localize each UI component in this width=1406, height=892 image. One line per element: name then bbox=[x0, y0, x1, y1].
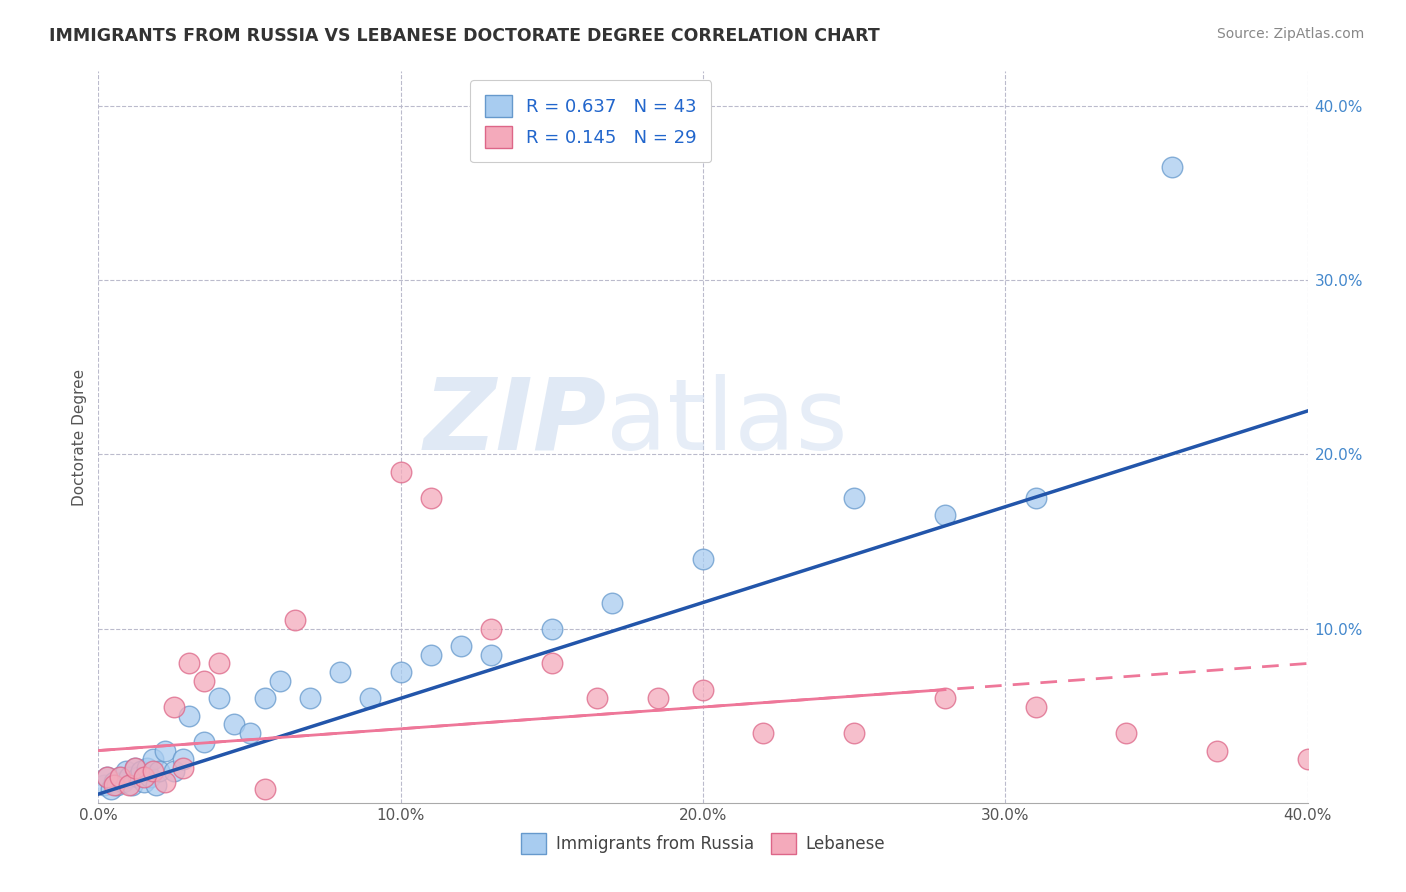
Point bbox=[934, 691, 956, 706]
Point bbox=[360, 691, 382, 706]
Point bbox=[172, 761, 194, 775]
Point bbox=[142, 764, 165, 779]
Point bbox=[299, 691, 322, 706]
Point bbox=[118, 770, 141, 784]
Point bbox=[934, 508, 956, 523]
Point bbox=[253, 691, 276, 706]
Point bbox=[145, 778, 167, 792]
Point bbox=[103, 778, 125, 792]
Point bbox=[239, 726, 262, 740]
Point bbox=[752, 726, 775, 740]
Point bbox=[96, 770, 118, 784]
Point bbox=[692, 682, 714, 697]
Point bbox=[108, 770, 131, 784]
Point bbox=[163, 764, 186, 779]
Point bbox=[124, 761, 146, 775]
Point bbox=[284, 613, 307, 627]
Point bbox=[172, 752, 194, 766]
Point bbox=[224, 717, 246, 731]
Point bbox=[105, 778, 128, 792]
Point bbox=[179, 708, 201, 723]
Point bbox=[602, 595, 624, 609]
Point bbox=[193, 673, 215, 688]
Point bbox=[540, 657, 562, 671]
Point bbox=[389, 465, 412, 479]
Point bbox=[1296, 752, 1319, 766]
Point bbox=[1024, 491, 1046, 505]
Point bbox=[153, 743, 176, 757]
Point bbox=[139, 770, 162, 784]
Point bbox=[103, 775, 125, 789]
Point bbox=[163, 700, 186, 714]
Point bbox=[193, 735, 215, 749]
Point bbox=[647, 691, 669, 706]
Point bbox=[586, 691, 609, 706]
Point bbox=[132, 775, 155, 789]
Point bbox=[124, 761, 146, 775]
Point bbox=[692, 552, 714, 566]
Point bbox=[121, 778, 143, 792]
Point bbox=[420, 491, 443, 505]
Point bbox=[481, 648, 503, 662]
Point bbox=[208, 691, 231, 706]
Text: IMMIGRANTS FROM RUSSIA VS LEBANESE DOCTORATE DEGREE CORRELATION CHART: IMMIGRANTS FROM RUSSIA VS LEBANESE DOCTO… bbox=[49, 27, 880, 45]
Point bbox=[153, 775, 176, 789]
Point bbox=[540, 622, 562, 636]
Point bbox=[420, 648, 443, 662]
Y-axis label: Doctorate Degree: Doctorate Degree bbox=[72, 368, 87, 506]
Point bbox=[1115, 726, 1137, 740]
Point bbox=[253, 781, 276, 796]
Point bbox=[127, 770, 149, 784]
Point bbox=[129, 764, 152, 779]
Point bbox=[132, 770, 155, 784]
Point bbox=[179, 657, 201, 671]
Point bbox=[135, 761, 157, 775]
Point bbox=[844, 491, 866, 505]
Point bbox=[1160, 160, 1182, 174]
Point bbox=[450, 639, 472, 653]
Point bbox=[111, 775, 134, 789]
Point bbox=[389, 665, 412, 680]
Point bbox=[96, 770, 118, 784]
Legend: Immigrants from Russia, Lebanese: Immigrants from Russia, Lebanese bbox=[515, 827, 891, 860]
Point bbox=[93, 778, 115, 792]
Text: atlas: atlas bbox=[606, 374, 848, 471]
Point bbox=[100, 781, 122, 796]
Point bbox=[329, 665, 352, 680]
Point bbox=[142, 752, 165, 766]
Point bbox=[269, 673, 291, 688]
Point bbox=[114, 764, 136, 779]
Point bbox=[108, 770, 131, 784]
Text: ZIP: ZIP bbox=[423, 374, 606, 471]
Point bbox=[1024, 700, 1046, 714]
Point bbox=[481, 622, 503, 636]
Point bbox=[844, 726, 866, 740]
Point bbox=[118, 778, 141, 792]
Point bbox=[208, 657, 231, 671]
Point bbox=[148, 764, 170, 779]
Text: Source: ZipAtlas.com: Source: ZipAtlas.com bbox=[1216, 27, 1364, 41]
Point bbox=[1206, 743, 1229, 757]
